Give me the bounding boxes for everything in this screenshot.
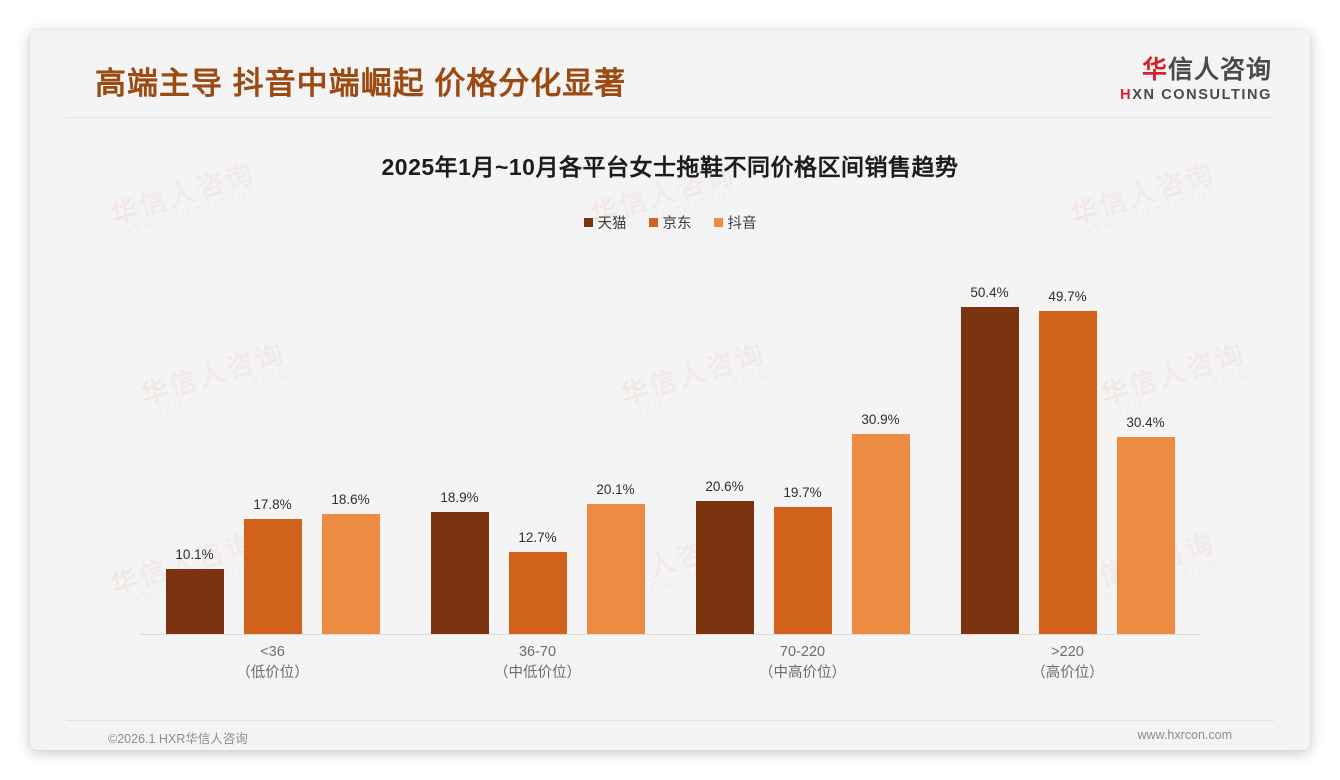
bar-抖音-<36[interactable]: 18.6%	[321, 270, 380, 635]
bar-抖音-70-220[interactable]: 30.9%	[851, 270, 910, 635]
x-axis-tick-36-70: 36-70 （中低价位）	[405, 642, 670, 684]
bar-value-label: 17.8%	[253, 496, 292, 512]
bar-rect[interactable]	[773, 506, 832, 635]
bar-rect[interactable]	[243, 518, 302, 635]
footer-website: www.hxrcon.com	[1137, 728, 1232, 742]
bar-value-label: 30.9%	[861, 411, 900, 427]
bar-抖音->220[interactable]: 30.4%	[1116, 270, 1175, 635]
x-tick-label: <36	[260, 644, 285, 660]
bar-value-label: 10.1%	[175, 547, 214, 563]
bar-group: 50.4% 49.7% 30.4%	[935, 270, 1200, 635]
legend-item-天猫[interactable]: 天猫	[583, 212, 627, 233]
bar-rect[interactable]	[430, 511, 489, 635]
x-axis-tick-70-220: 70-220 （中高价位）	[670, 642, 935, 684]
logo-chinese: 华信人咨询	[1120, 58, 1272, 83]
page-title: 高端主导 抖音中端崛起 价格分化显著	[95, 66, 627, 101]
legend-label: 抖音	[727, 216, 757, 232]
x-tick-sublabel: （低价位）	[236, 665, 309, 682]
bar-抖音-36-70[interactable]: 20.1%	[586, 270, 645, 635]
logo-english: HXN CONSULTING	[1120, 88, 1272, 103]
x-tick-label: 36-70	[518, 644, 557, 660]
bar-rect[interactable]	[1116, 436, 1175, 635]
bar-京东-<36[interactable]: 17.8%	[243, 270, 302, 635]
bar-京东-36-70[interactable]: 12.7%	[508, 270, 567, 635]
bar-rect[interactable]	[851, 433, 910, 635]
bar-rect[interactable]	[695, 500, 754, 635]
bar-rect[interactable]	[508, 552, 567, 635]
bar-value-label: 19.7%	[783, 484, 822, 500]
bar-rect[interactable]	[960, 306, 1019, 635]
bar-rect[interactable]	[321, 513, 380, 635]
bar-京东-70-220[interactable]: 19.7%	[773, 270, 832, 635]
bar-group: 10.1% 17.8% 18.6%	[140, 270, 405, 635]
bar-value-label: 20.6%	[705, 478, 744, 494]
legend-label: 天猫	[597, 216, 627, 232]
chart-plot-area: 10.1% 17.8% 18.6% 18.9% 12.7% 20.1% 20.6% 19.7%…	[140, 270, 1200, 635]
bar-value-label: 12.7%	[518, 530, 557, 546]
footer-copyright: ©2026.1 HXR华信人咨询	[108, 732, 248, 746]
company-logo: 华信人咨询 HXN CONSULTING	[1120, 58, 1272, 103]
bar-rect[interactable]	[165, 569, 224, 635]
x-tick-sublabel: （高价位）	[1031, 665, 1104, 682]
bar-value-label: 18.6%	[331, 491, 370, 507]
x-axis-tick->220: >220 （高价位）	[935, 642, 1200, 684]
logo-cn-red: 华	[1141, 56, 1168, 84]
x-axis-line	[140, 634, 1200, 635]
chart-title: 2025年1月~10月各平台女士拖鞋不同价格区间销售趋势	[381, 154, 959, 180]
bar-group: 20.6% 19.7% 30.9%	[670, 270, 935, 635]
bar-value-label: 18.9%	[440, 489, 479, 505]
bar-value-label: 20.1%	[596, 482, 635, 497]
footer-divider	[66, 720, 1274, 721]
bar-天猫-<36[interactable]: 10.1%	[165, 270, 224, 635]
chart-legend: 天猫 京东 抖音	[30, 212, 1310, 233]
bar-rect[interactable]	[586, 504, 645, 635]
bar-group: 18.9% 12.7% 20.1%	[405, 270, 670, 635]
bar-value-label: 50.4%	[970, 284, 1009, 300]
legend-swatch-icon	[713, 218, 723, 227]
logo-cn-dark: 信人咨询	[1167, 56, 1272, 84]
x-tick-label: >220	[1051, 644, 1084, 660]
bar-天猫->220[interactable]: 50.4%	[960, 270, 1019, 635]
bar-rect[interactable]	[1038, 311, 1097, 635]
bar-天猫-36-70[interactable]: 18.9%	[430, 270, 489, 635]
legend-item-京东[interactable]: 京东	[648, 212, 692, 233]
logo-en-dark: XN CONSULTING	[1132, 87, 1272, 103]
bar-value-label: 30.4%	[1126, 414, 1165, 430]
bar-value-label: 49.7%	[1048, 289, 1087, 305]
legend-swatch-icon	[648, 218, 658, 227]
x-tick-sublabel: （中低价位）	[494, 665, 581, 682]
bar-天猫-70-220[interactable]: 20.6%	[695, 270, 754, 635]
logo-en-red: H	[1120, 87, 1133, 103]
legend-label: 京东	[662, 216, 692, 232]
x-axis-tick-<36: <36 （低价位）	[140, 642, 405, 684]
header-divider	[66, 117, 1274, 118]
slide-header: 高端主导 抖音中端崛起 价格分化显著 华信人咨询 HXN CONSULTING	[30, 30, 1310, 118]
x-tick-label: 70-220	[779, 644, 826, 660]
legend-swatch-icon	[583, 218, 593, 227]
slide-canvas: 华信人咨询 HXN CONSULTING 华信人咨询 HXN CONSULTING 华信…	[30, 30, 1310, 750]
legend-item-抖音[interactable]: 抖音	[713, 212, 757, 233]
bar-京东->220[interactable]: 49.7%	[1038, 270, 1097, 635]
x-tick-sublabel: （中高价位）	[759, 665, 846, 682]
